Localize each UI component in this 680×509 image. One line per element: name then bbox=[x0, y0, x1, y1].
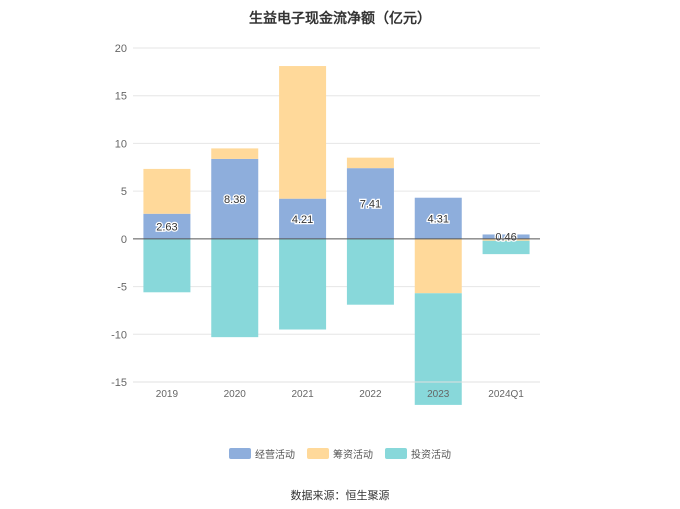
y-tick-label: 0 bbox=[121, 234, 127, 246]
chart-legend: 经营活动 筹资活动 投资活动 bbox=[0, 446, 680, 461]
bar-segment bbox=[143, 168, 191, 214]
y-tick-label: -10 bbox=[111, 329, 127, 341]
legend-label-operating: 经营活动 bbox=[255, 450, 295, 461]
bar-segment bbox=[211, 158, 259, 239]
bar-segment bbox=[414, 197, 462, 239]
legend-swatch-investing bbox=[385, 448, 407, 459]
bar-segment bbox=[279, 66, 327, 199]
y-tick-label: -15 bbox=[111, 377, 127, 389]
data-label: 0.46 bbox=[495, 232, 516, 244]
data-label: 4.31 bbox=[428, 213, 449, 225]
data-label: 4.21 bbox=[292, 214, 313, 226]
bar-segment bbox=[346, 168, 394, 239]
bar-segment bbox=[346, 157, 394, 169]
bar-segment bbox=[414, 238, 462, 294]
bar-segment bbox=[143, 238, 191, 293]
x-tick-label: 2023 bbox=[427, 389, 450, 400]
x-tick-label: 2021 bbox=[291, 389, 314, 400]
data-label: 8.38 bbox=[224, 194, 245, 206]
bar-segment bbox=[482, 240, 530, 255]
y-tick-label: 10 bbox=[115, 138, 127, 150]
bar-segment bbox=[211, 238, 259, 338]
legend-swatch-operating bbox=[229, 448, 251, 459]
bar-segment bbox=[482, 234, 530, 239]
y-tick-label: 15 bbox=[115, 91, 127, 103]
bar-segment bbox=[279, 238, 327, 330]
legend-label-financing: 筹资活动 bbox=[333, 450, 373, 461]
bar-segment bbox=[143, 213, 191, 239]
legend-label-investing: 投资活动 bbox=[411, 450, 451, 461]
legend-item-operating[interactable]: 经营活动 bbox=[229, 446, 295, 461]
y-tick-label: 5 bbox=[121, 186, 127, 198]
legend-item-investing[interactable]: 投资活动 bbox=[385, 446, 451, 461]
x-tick-label: 2022 bbox=[359, 389, 382, 400]
chart-title: 生益电子现金流净额（亿元） bbox=[249, 10, 431, 26]
source-note: 数据来源：恒生聚源 bbox=[290, 490, 390, 502]
legend-item-financing[interactable]: 筹资活动 bbox=[307, 446, 373, 461]
bar-segment bbox=[482, 238, 530, 241]
y-tick-label: -5 bbox=[117, 282, 127, 294]
x-tick-label: 2020 bbox=[224, 389, 247, 400]
bar-segment bbox=[211, 148, 259, 159]
x-tick-label: 2024Q1 bbox=[488, 389, 524, 400]
data-label: 7.41 bbox=[360, 199, 381, 211]
data-label: 2.63 bbox=[156, 221, 177, 233]
bar-segment bbox=[279, 198, 327, 239]
x-tick-label: 2019 bbox=[156, 389, 179, 400]
bar-segment bbox=[414, 293, 462, 405]
legend-swatch-financing bbox=[307, 448, 329, 459]
y-tick-label: 20 bbox=[115, 43, 127, 55]
bar-segment bbox=[346, 238, 394, 305]
